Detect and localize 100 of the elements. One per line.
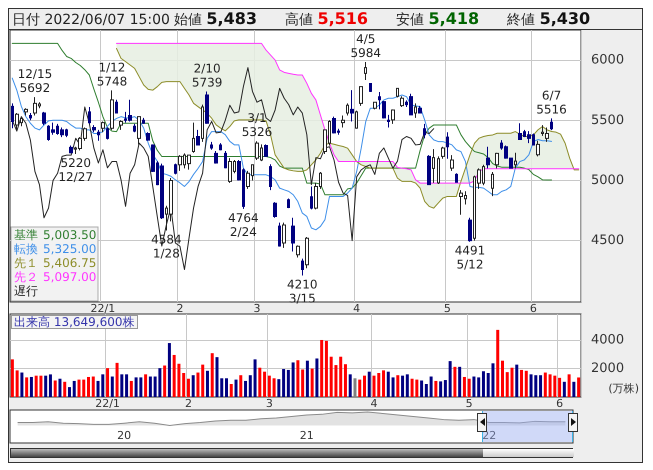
candlestick [305,236,309,269]
candlestick [355,110,358,130]
bar [520,370,524,397]
bar [568,374,571,397]
bar [163,366,166,397]
text: 安値 5,418 [396,9,480,28]
candlestick [224,150,227,169]
x-tick-label: 3 [266,397,273,410]
bar [210,353,214,397]
bar [244,380,248,397]
bar [562,382,566,397]
candlestick [101,120,105,133]
bar [344,364,347,397]
annotation: 6/7 5516 [536,88,567,116]
candlestick [301,258,304,276]
candlestick [196,129,200,146]
candlestick [264,144,268,158]
candlestick [400,96,404,108]
annotation: 1/12 5748 [96,60,128,88]
bar [572,382,576,397]
chart-title: 出来高 13,649,600株 [14,315,135,329]
bar [396,375,400,397]
candlestick [486,146,490,169]
candlestick [142,117,145,124]
bar [77,380,80,397]
candlestick [459,190,463,216]
candlestick [387,114,390,128]
candlestick [128,99,132,122]
bar [54,380,57,397]
candlestick [468,217,472,242]
text: 先１ 5,406.75 [14,256,96,270]
x-tick-label: 2 [176,302,184,315]
bar [577,377,580,397]
candlestick [450,154,454,172]
y-tick-label: 5500 [591,112,624,128]
candlestick [291,217,295,252]
bar [63,382,66,397]
bar [144,374,148,397]
y-axis-title: (万株) [608,382,640,395]
candlestick [228,158,232,184]
candlestick [269,164,272,191]
candlestick [310,186,313,210]
bar [96,380,100,397]
x-tick-label: 22/1 [90,302,116,315]
bar [406,374,409,397]
bar [496,330,500,397]
x-tick-label: 4 [370,397,378,410]
candlestick [359,86,363,106]
candlestick [60,126,64,138]
y-tick-label: 4000 [591,332,624,348]
bar [362,376,366,397]
candlestick [369,82,372,92]
candlestick [545,126,549,142]
candlestick [418,105,422,114]
candlestick [350,90,354,122]
bar [530,374,533,397]
candlestick [214,150,218,164]
candlestick [536,140,540,157]
candlestick [42,111,46,126]
bar [306,360,309,397]
candlestick [110,90,114,130]
candlestick [495,152,499,169]
bar [110,376,114,397]
candlestick [11,102,14,129]
bar [515,364,518,397]
annotation: 4764 2/24 [228,210,259,239]
candlestick [382,100,386,119]
candlestick [409,93,413,116]
chart-title: 日付 2022/06/07 15:00 [12,12,170,28]
candlestick [69,145,73,154]
candlestick [255,140,259,160]
bar [44,376,48,397]
candlestick [446,132,449,160]
bar [130,380,133,397]
bar [92,376,95,397]
text: 高値 5,516 [285,9,368,28]
bar [453,366,456,397]
bar [101,374,104,397]
bar [134,377,138,397]
bar [139,377,142,397]
candlestick [346,102,349,116]
candlestick [210,141,213,150]
bar [168,343,171,397]
bar [491,363,494,397]
bar [348,374,352,397]
y-tick-label: 4500 [591,233,624,248]
bar [225,378,228,397]
candlestick [491,172,494,197]
y-tick-label: 2000 [591,360,624,376]
candlestick [437,156,440,185]
y-tick-label: 5000 [591,172,624,188]
candlestick [441,146,445,160]
candlestick [24,108,28,116]
bar [410,378,414,397]
bar [30,376,33,397]
bar [158,368,162,397]
candlestick [201,104,204,142]
bar [106,368,110,397]
candlestick [115,99,118,114]
annotation: 5220 12/27 [58,156,94,184]
